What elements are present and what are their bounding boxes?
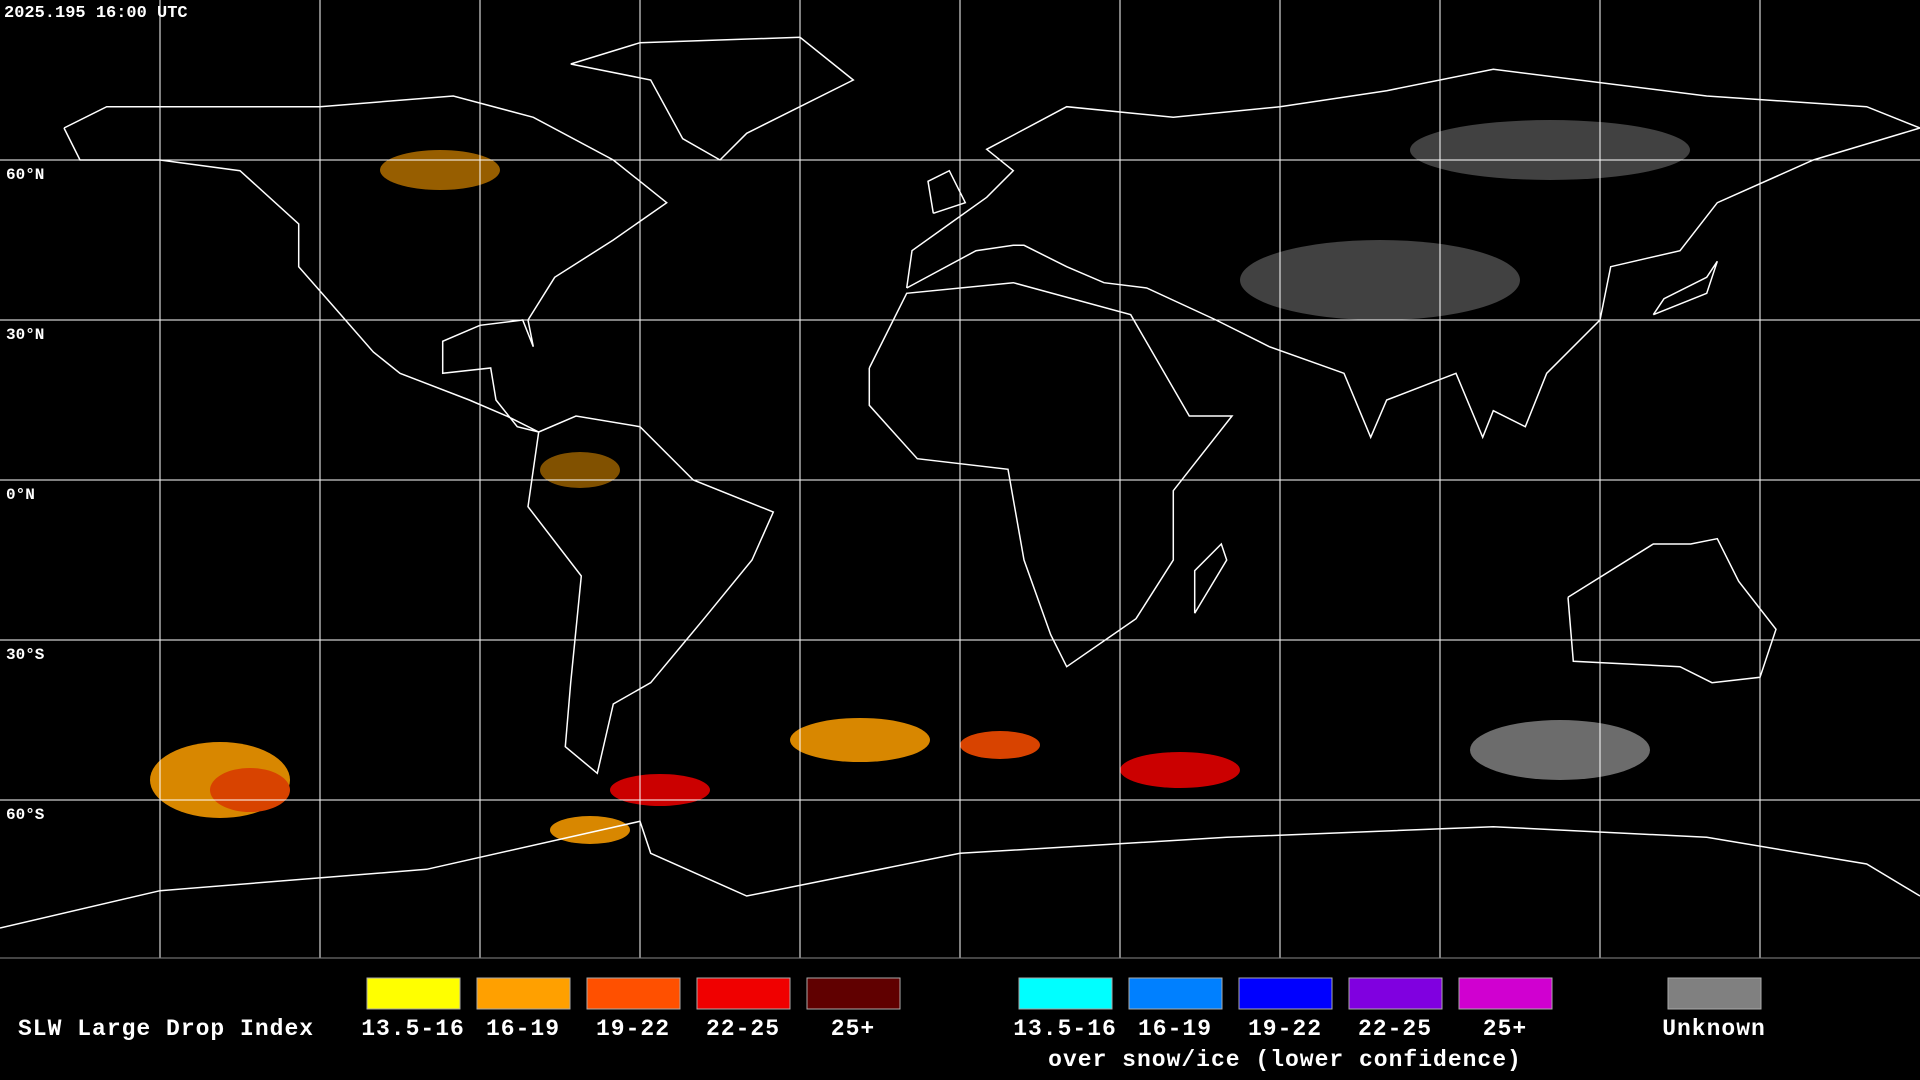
cloud-field — [150, 120, 1690, 844]
legend-swatch — [1238, 977, 1333, 1010]
legend-swatch — [476, 977, 571, 1010]
lat-label: 30°N — [6, 326, 44, 344]
legend-swatch — [1018, 977, 1113, 1010]
legend-label: 22-25 — [706, 1016, 780, 1042]
cloud-patch — [790, 718, 930, 762]
legend-swatch — [1348, 977, 1443, 1010]
legend-swatch — [696, 977, 791, 1010]
legend-label: 16-19 — [486, 1016, 560, 1042]
cloud-patch — [540, 452, 620, 488]
legend-swatch — [586, 977, 681, 1010]
legend: SLW Large Drop Index 13.5-16 16-19 19-22 22-… — [18, 977, 1766, 1073]
graticule — [0, 0, 1920, 958]
lat-label: 30°S — [6, 646, 45, 664]
coastline — [0, 820, 1920, 929]
legend-swatch — [1458, 977, 1553, 1010]
legend-title: SLW Large Drop Index — [18, 1016, 314, 1042]
legend-swatch — [366, 977, 461, 1010]
legend-swatch — [806, 977, 901, 1010]
legend-label: 16-19 — [1138, 1016, 1212, 1042]
timestamp: 2025.195 16:00 UTC — [4, 4, 188, 23]
cloud-patch — [550, 816, 630, 844]
lat-label: 60°N — [6, 166, 44, 184]
coastline — [63, 95, 668, 433]
cloud-patch — [1470, 720, 1650, 780]
cloud-patch — [210, 768, 290, 812]
snow-caption: over snow/ice (lower confidence) — [1048, 1047, 1522, 1073]
coastline — [1193, 542, 1228, 614]
legend-label: 22-25 — [1358, 1016, 1432, 1042]
cloud-patch — [1240, 240, 1520, 320]
legend-label: 19-22 — [596, 1016, 670, 1042]
coastline — [527, 415, 775, 775]
legend-label: 25+ — [831, 1016, 875, 1042]
lat-label: 0°N — [6, 486, 35, 504]
cloud-patch — [380, 150, 500, 190]
coastline — [927, 169, 967, 215]
cloud-patch — [610, 774, 710, 806]
legend-label: 25+ — [1483, 1016, 1527, 1042]
legend-label: 13.5-16 — [361, 1016, 465, 1042]
coastline — [1652, 260, 1719, 316]
legend-label: 19-22 — [1248, 1016, 1322, 1042]
coastline — [570, 36, 855, 161]
lat-labels: 60°N 30°N 0°N 30°S 60°S — [6, 166, 45, 824]
coastline — [868, 281, 1234, 668]
cloud-patch — [960, 731, 1040, 759]
coastlines — [0, 36, 1920, 929]
legend-label: Unknown — [1662, 1016, 1766, 1042]
legend-swatch — [1667, 977, 1762, 1010]
legend-swatch — [1128, 977, 1223, 1010]
cloud-patch — [1120, 752, 1240, 788]
cloud-patch — [1410, 120, 1690, 180]
legend-label: 13.5-16 — [1013, 1016, 1117, 1042]
coastline — [1567, 537, 1777, 684]
lat-label: 60°S — [6, 806, 45, 824]
